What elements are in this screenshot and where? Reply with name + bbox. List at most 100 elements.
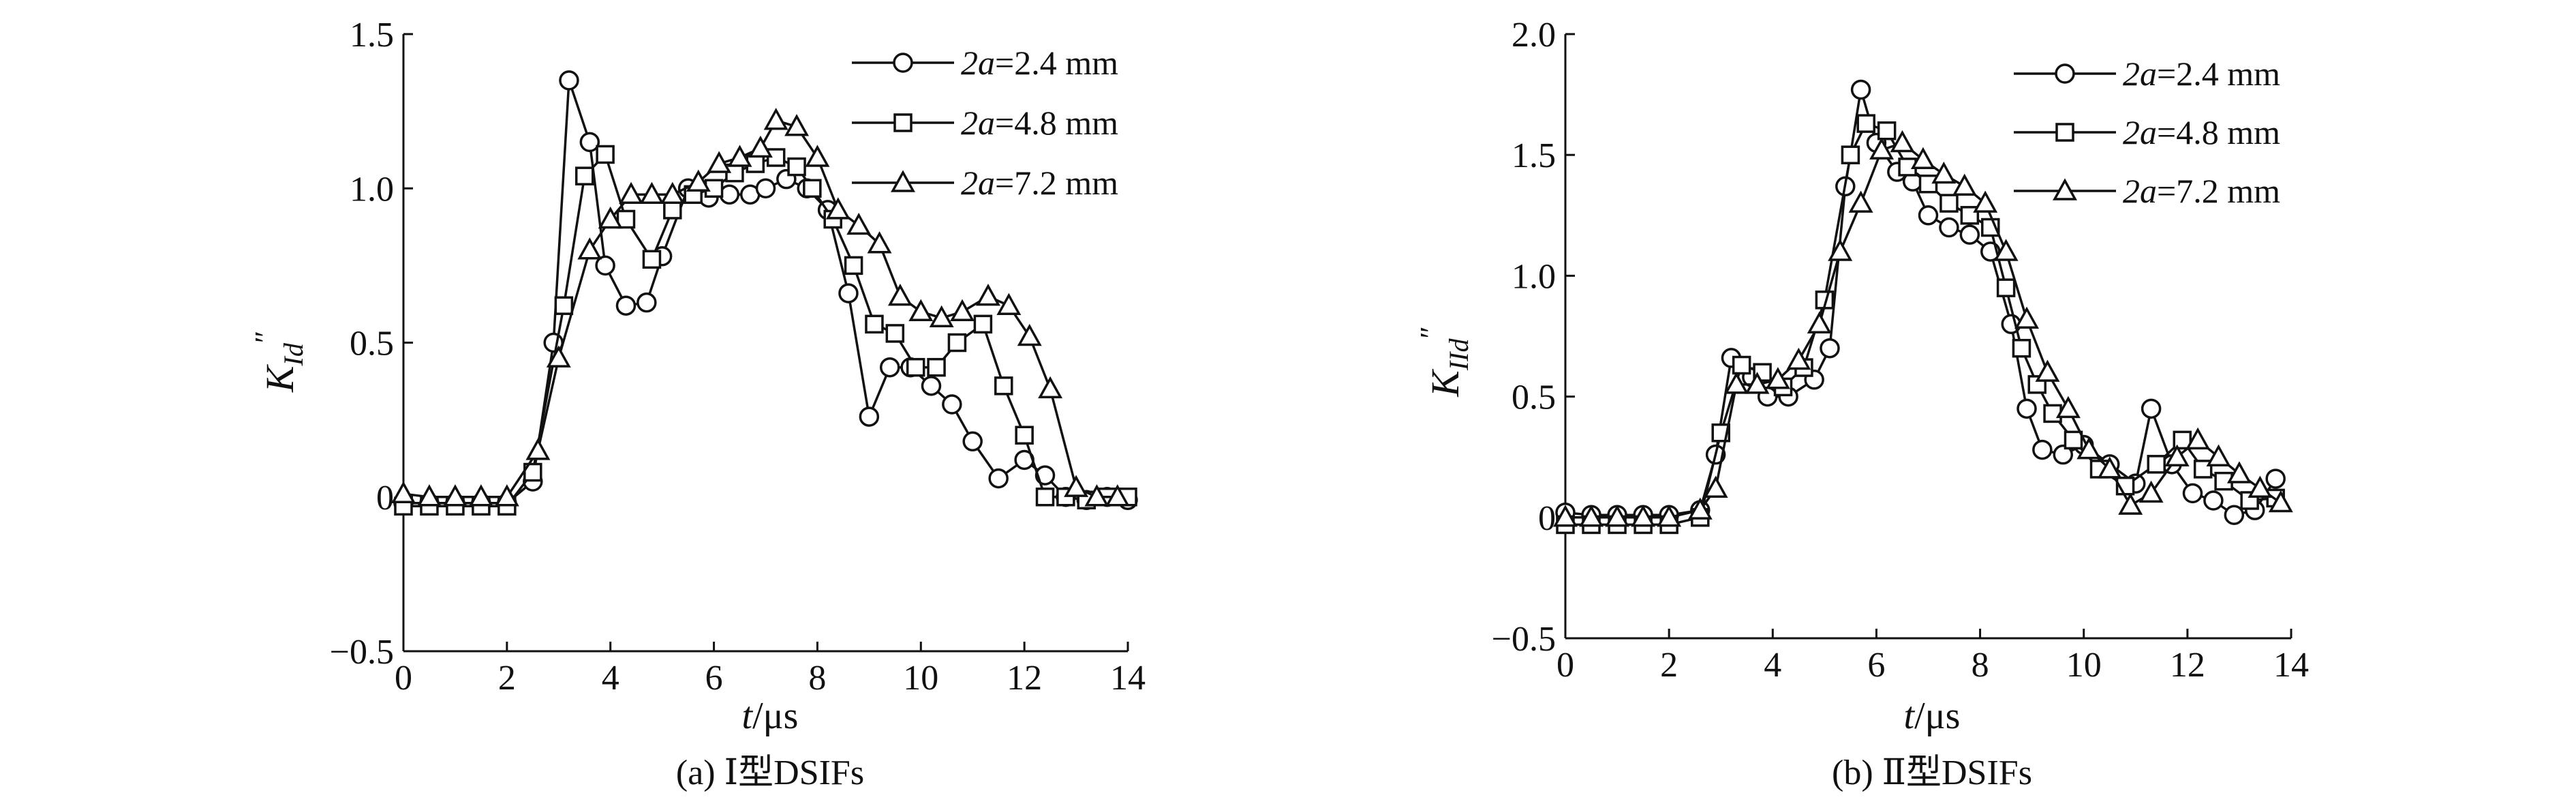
- data-point-circle: [595, 255, 615, 276]
- data-point-triangle: [1724, 372, 1749, 394]
- data-point-triangle: [929, 305, 954, 328]
- data-point-square: [787, 157, 806, 177]
- data-point-triangle: [1579, 505, 1604, 527]
- data-point-circle: [2141, 398, 2162, 419]
- data-point-square: [973, 314, 993, 334]
- data-point-triangle: [1890, 130, 1915, 153]
- x-tick-label: 6: [705, 659, 723, 698]
- data-point-square: [616, 209, 636, 229]
- data-point-triangle: [2186, 427, 2211, 450]
- data-point-circle: [2182, 483, 2203, 504]
- data-point-circle: [2265, 468, 2286, 489]
- data-point-circle: [942, 394, 962, 415]
- x-tick-label: 14: [1110, 659, 1146, 698]
- data-point-circle: [2032, 439, 2053, 460]
- x-tick-label: 14: [2273, 646, 2309, 685]
- data-point-triangle: [2206, 444, 2231, 466]
- data-point-triangle: [1993, 239, 2019, 261]
- y-axis-label-a: KId″: [249, 331, 309, 393]
- data-point-triangle: [577, 237, 602, 260]
- data-point-triangle: [2248, 475, 2273, 498]
- data-point-circle: [962, 431, 983, 452]
- data-point-triangle: [1910, 147, 1935, 170]
- data-point-square: [2064, 430, 2083, 450]
- x-tick-label: 10: [903, 659, 938, 698]
- data-point-triangle: [1105, 484, 1130, 507]
- data-point-triangle: [748, 135, 773, 158]
- legend-label: 2a=4.8 mm: [961, 104, 1118, 142]
- caption-a: (a) Ⅰ型DSIFs: [676, 753, 864, 792]
- data-point-square: [927, 357, 946, 377]
- data-point-triangle: [416, 484, 442, 507]
- data-point-square: [803, 179, 822, 198]
- data-point-square: [1898, 158, 1917, 177]
- caption-b: (b) Ⅱ型DSIFs: [1832, 753, 2032, 792]
- data-point-triangle: [619, 181, 644, 205]
- data-point-square: [596, 145, 615, 164]
- legend-marker-square: [893, 113, 913, 132]
- legend-marker-square: [2055, 123, 2074, 142]
- data-point-triangle: [468, 484, 493, 507]
- data-point-circle: [859, 406, 880, 427]
- data-point-triangle: [950, 299, 975, 321]
- data-point-triangle: [660, 181, 685, 205]
- data-point-square: [906, 357, 925, 377]
- data-point-triangle: [442, 484, 467, 507]
- data-point-triangle: [391, 481, 416, 503]
- data-point-triangle: [525, 438, 551, 460]
- legend-label: 2a=2.4 mm: [2123, 55, 2280, 93]
- data-point-triangle: [1931, 161, 1957, 184]
- legend-marker-triangle: [2053, 178, 2077, 200]
- chart-panel-a: KId″ 0 2 4 6 8 10 12 14−0.500.51.01.5 2a=2.4 mm…: [249, 16, 1146, 792]
- legend-label: 2a=7.2 mm: [2123, 172, 2280, 210]
- data-point-triangle: [763, 108, 788, 130]
- data-point-triangle: [2035, 359, 2060, 382]
- data-point-circle: [2224, 505, 2245, 526]
- data-point-circle: [1820, 338, 1840, 359]
- data-point-circle: [1850, 79, 1871, 100]
- y-tick-label: 1.0: [1512, 257, 1556, 296]
- data-point-triangle: [908, 299, 934, 321]
- data-point-triangle: [1631, 505, 1656, 527]
- data-point-circle: [2017, 398, 2037, 419]
- data-point-square: [1015, 426, 1034, 445]
- data-point-square: [1939, 194, 1959, 213]
- data-point-triangle: [598, 206, 623, 229]
- data-point-circle: [637, 292, 657, 313]
- y-tick-label: 0: [1538, 499, 1556, 538]
- data-point-circle: [559, 70, 579, 91]
- data-point-triangle: [707, 151, 732, 173]
- data-point-square: [1856, 114, 1875, 133]
- data-point-square: [642, 250, 662, 269]
- data-point-triangle: [2268, 490, 2293, 513]
- x-tick-label: 0: [395, 659, 412, 698]
- data-point-triangle: [1869, 137, 1895, 160]
- data-point-triangle: [784, 114, 810, 136]
- y-axis-label-b: KIId″: [1414, 326, 1474, 398]
- y-tick-label: 1.5: [1512, 136, 1556, 175]
- data-point-triangle: [2076, 436, 2102, 460]
- data-point-circle: [2203, 490, 2224, 511]
- data-point-square: [947, 333, 967, 353]
- x-axis-label-a: t/μs: [742, 695, 799, 737]
- y-tick-label: −0.5: [330, 633, 394, 672]
- x-tick-label: 8: [808, 659, 826, 698]
- data-point-circle: [2053, 444, 2074, 465]
- data-point-triangle: [2226, 461, 2252, 483]
- data-point-triangle: [1038, 376, 1063, 399]
- series-line-square: [403, 153, 1128, 508]
- x-tick-label: 4: [1764, 646, 1781, 685]
- data-point-triangle: [1828, 239, 1853, 261]
- data-point-circle: [579, 132, 600, 153]
- data-point-triangle: [2055, 395, 2081, 419]
- x-tick-label: 2: [1660, 646, 1678, 685]
- chart-panel-b: KIId″ 0 2 4 6 8 10 12 14−0.500.51.01.52.0 2a=2.…: [1414, 16, 2309, 792]
- data-point-triangle: [976, 284, 1000, 306]
- y-tick-label: 2.0: [1512, 16, 1556, 55]
- x-tick-label: 10: [2066, 646, 2102, 685]
- data-point-triangle: [1084, 484, 1109, 507]
- data-point-circle: [755, 178, 776, 198]
- data-point-triangle: [2138, 480, 2164, 503]
- data-point-triangle: [805, 145, 830, 167]
